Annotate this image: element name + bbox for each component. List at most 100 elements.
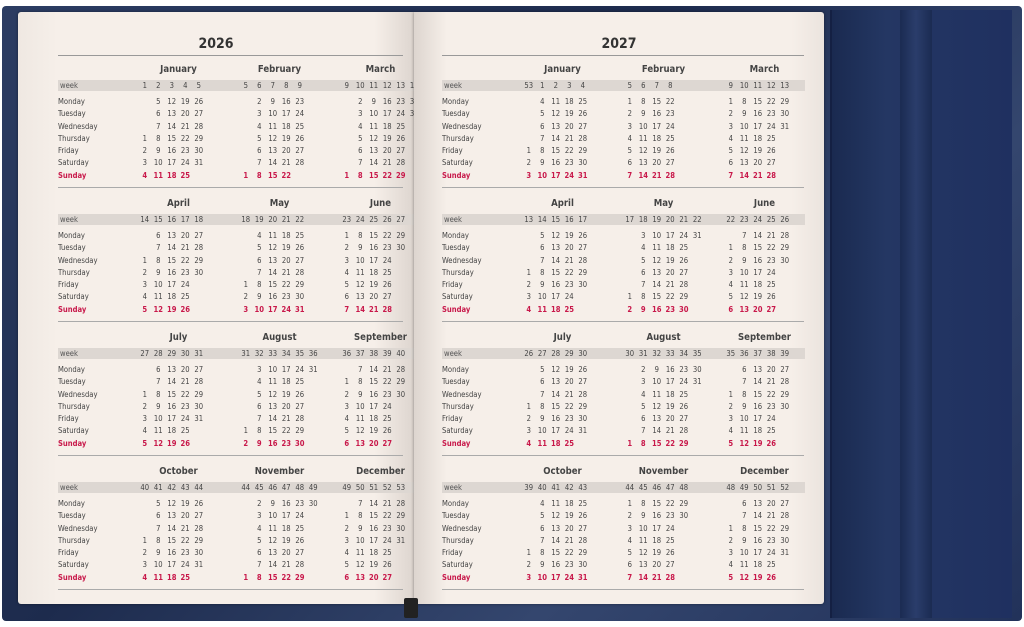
week-number: 38 (369, 349, 379, 358)
week-numbers: 44 45 46 47 48 49 (239, 482, 320, 493)
day-cell: 14 (638, 170, 648, 180)
day-cell: 25 (180, 426, 190, 436)
day-row: 5 12 19 26 (623, 255, 704, 267)
day-cell: 30 (678, 304, 689, 314)
day-cell: 7 (156, 523, 161, 533)
weekday-label: Thursday (442, 133, 474, 143)
week-number: 53 (524, 81, 534, 90)
day-cell: 2 (142, 267, 147, 277)
day-cell: 7 (344, 304, 350, 314)
day-cell: 19 (652, 548, 662, 558)
day-cell: 16 (167, 267, 177, 277)
day-cell: 26 (180, 304, 190, 314)
day-cell: 17 (382, 109, 392, 119)
day-cell: 25 (180, 170, 190, 180)
day-cell (623, 425, 637, 437)
weekday-label: Monday (58, 499, 85, 508)
week-band (704, 214, 724, 225)
separator (704, 464, 724, 584)
day-cell: 26 (578, 231, 588, 240)
weekday-label: Tuesday (442, 243, 470, 253)
weekday-label: Monday (58, 97, 85, 106)
day-row: 7 14 21 28 (522, 389, 603, 401)
day-cell: 2 (526, 158, 531, 168)
week-number: 41 (551, 483, 561, 492)
day-cell: 26 (578, 109, 588, 119)
day-cell: 12 (268, 133, 278, 143)
quarter-block: week Monday Tuesday Wednesday Thursday Friday… (58, 464, 421, 584)
week-number (792, 482, 806, 493)
weekday-label: Monday (442, 97, 469, 106)
day-cell: 31 (692, 377, 702, 387)
day-cell: 9 (742, 255, 747, 265)
spacer (320, 196, 340, 214)
day-cell: 7 (358, 365, 363, 374)
week-band (704, 348, 724, 359)
day-cell: 28 (679, 426, 689, 436)
day-row: 5 12 19 26 (239, 133, 320, 145)
day-cell (307, 523, 321, 535)
day-cell: 7 (358, 499, 363, 508)
day-cell: 13 (167, 511, 177, 521)
day-cell: 5 (257, 243, 262, 253)
day-cell: 29 (294, 572, 305, 582)
day-cell: 29 (295, 280, 305, 290)
day-cell: 18 (369, 267, 379, 277)
day-row: 5 12 19 26 (138, 304, 219, 316)
week-number: 26 (382, 215, 392, 224)
day-cell: 7 (358, 158, 363, 168)
day-cell: 29 (396, 511, 406, 521)
week-number: 17 (180, 215, 190, 224)
day-cell: 4 (728, 560, 733, 570)
day-cell: 30 (679, 511, 689, 521)
week-number: 33 (665, 349, 675, 358)
week-number: 42 (167, 483, 177, 492)
day-row: 6 13 20 27 (138, 230, 219, 242)
day-cell: 29 (679, 292, 689, 302)
day-row: 7 14 21 28 (724, 170, 805, 182)
day-cell: 6 (257, 548, 262, 558)
day-cell: 12 (551, 231, 561, 240)
month-august: August 30 31 32 33 34 35 2 9 16 23 30 3 10 17 24 31 4 11 18… (623, 330, 704, 450)
day-row: 1 8 15 22 29 (724, 523, 805, 535)
day-cell: 3 (142, 158, 147, 168)
day-cell: 9 (540, 414, 545, 424)
day-row: 5 12 19 26 (724, 145, 805, 157)
day-cell: 5 (142, 304, 148, 314)
day-cell (691, 413, 705, 425)
weekday-label: Sunday (442, 572, 471, 582)
day-cell: 19 (752, 438, 763, 448)
day-cell: 13 (167, 231, 177, 240)
day-cell: 15 (267, 572, 278, 582)
day-row: 4 11 18 25 (724, 133, 805, 145)
day-cell: 7 (627, 572, 633, 582)
day-cell: 24 (180, 414, 190, 424)
day-cell: 5 (540, 365, 545, 374)
day-cell: 10 (355, 401, 365, 411)
separator (502, 330, 522, 450)
day-cell: 8 (540, 267, 545, 277)
day-cell (522, 510, 536, 522)
day-cell: 17 (369, 255, 379, 265)
day-row: 7 14 21 28 (239, 267, 320, 279)
day-cell: 19 (281, 535, 291, 545)
weekday-label: Friday (58, 548, 79, 558)
day-cell (138, 242, 152, 254)
weekday-label: Sunday (58, 304, 87, 314)
day-cell: 24 (665, 121, 675, 131)
day-cell: 12 (355, 426, 365, 436)
day-cell (677, 535, 691, 547)
week-number: 14 (537, 215, 547, 224)
spacer (118, 330, 138, 348)
day-row: 1 8 15 22 29 (239, 279, 320, 291)
day-cell (394, 413, 408, 425)
separator (118, 330, 138, 450)
day-cell: 30 (578, 280, 588, 290)
day-cell: 1 (344, 170, 350, 180)
week-number: 35 (726, 349, 736, 358)
divider (58, 187, 403, 188)
week-number: 45 (638, 483, 648, 492)
day-cell: 1 (728, 243, 733, 253)
day-row: 4 11 18 25 (522, 438, 603, 450)
